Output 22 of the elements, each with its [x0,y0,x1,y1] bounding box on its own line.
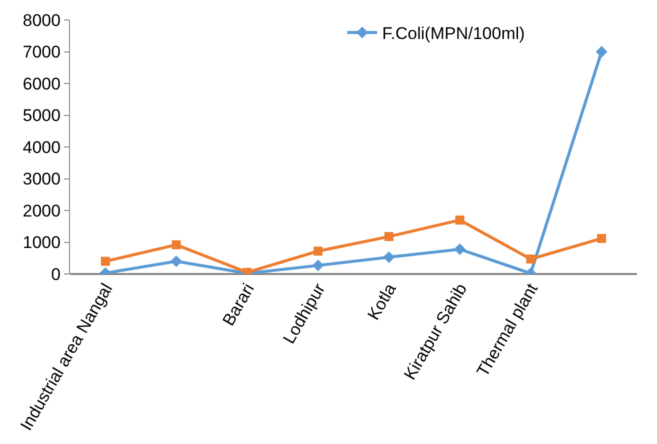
point [455,216,464,225]
y-tick-label: 4000 [22,138,61,157]
y-tick-label: 8000 [22,10,61,30]
point [172,240,181,250]
y-tick-label: 3000 [22,170,61,189]
point [384,232,394,242]
y-tick-label: 1000 [22,233,61,252]
point [383,251,395,264]
y-tick-label: 2000 [22,201,61,220]
y-tick-label: 5000 [22,106,61,126]
point [454,243,466,256]
point [596,46,608,58]
y-tick-label: 6000 [22,74,61,94]
point [314,246,323,256]
point [526,254,536,264]
point [100,256,110,266]
point [170,255,182,268]
y-tick-label: 7000 [22,42,61,62]
legend-label: F.Coli(MPN/100ml) [382,24,525,44]
point [597,234,606,243]
point [312,260,324,272]
y-tick-label: 0 [51,264,61,284]
